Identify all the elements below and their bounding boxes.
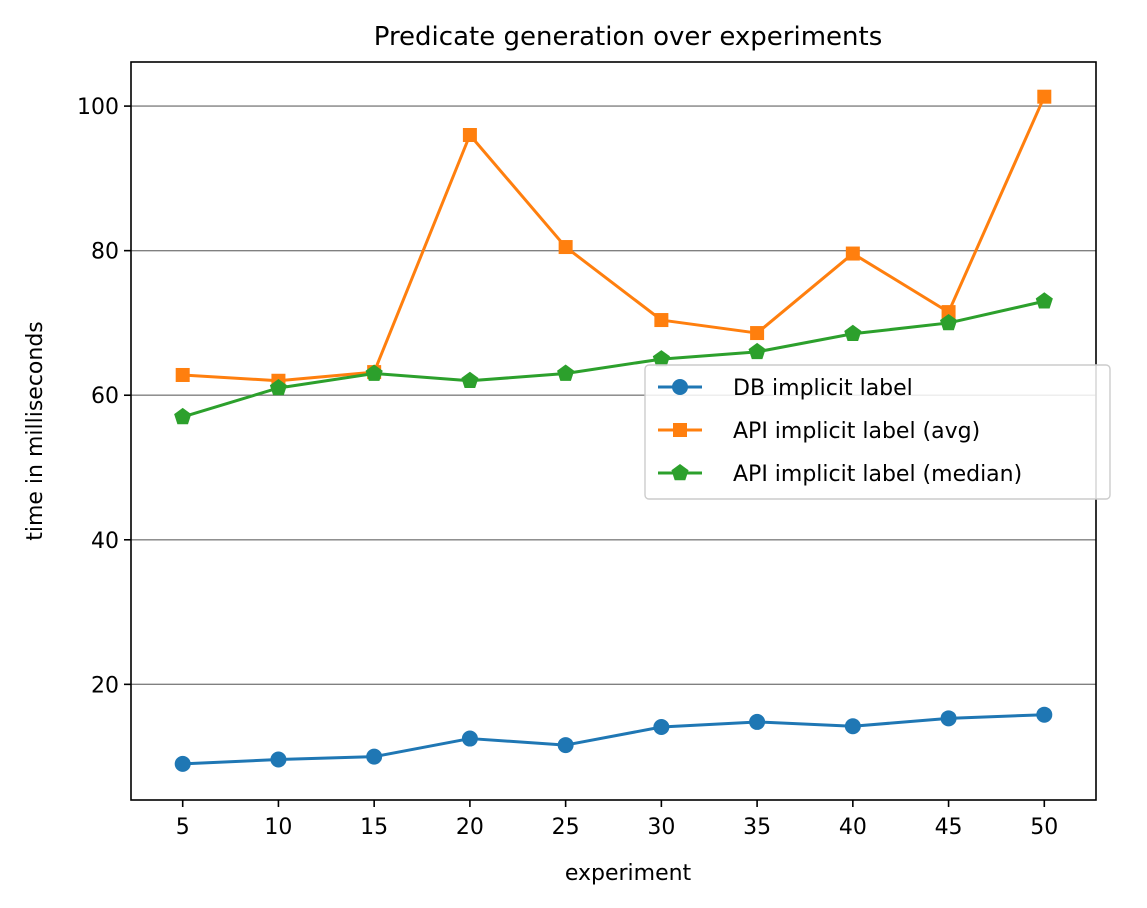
series-layer xyxy=(174,89,1053,772)
legend-label: API implicit label (median) xyxy=(733,462,1022,487)
x-tick-label: 15 xyxy=(360,815,388,840)
legend-marker xyxy=(672,379,688,395)
y-tick-label: 100 xyxy=(77,95,119,120)
data-point xyxy=(461,371,479,389)
data-point xyxy=(844,718,861,735)
data-point xyxy=(462,128,477,143)
series-line xyxy=(182,299,1045,419)
x-tick-label: 40 xyxy=(839,815,867,840)
x-tick-label: 5 xyxy=(176,815,190,840)
legend-label: API implicit label (avg) xyxy=(733,419,980,444)
legend-label: DB implicit label xyxy=(733,376,913,401)
x-tick-label: 10 xyxy=(264,815,292,840)
data-point xyxy=(1036,706,1053,723)
data-point xyxy=(654,313,669,328)
series-1 xyxy=(174,706,1053,772)
data-point xyxy=(748,342,766,360)
x-tick-label: 45 xyxy=(935,815,963,840)
data-point xyxy=(174,755,191,772)
data-point xyxy=(940,710,957,727)
data-point xyxy=(652,350,670,367)
legend-entry: API implicit label (avg) xyxy=(658,419,980,444)
legend-marker xyxy=(671,464,689,481)
data-point xyxy=(844,324,862,342)
data-point xyxy=(845,246,860,261)
data-point xyxy=(365,364,383,381)
y-axis-title: time in milliseconds xyxy=(23,321,48,541)
data-point xyxy=(174,407,192,425)
axis-ticks: 20 40 60 80 100 5 10 15 20 25 30 35 40 45 50 xyxy=(77,95,1058,840)
data-point xyxy=(557,364,575,381)
y-tick-label: 60 xyxy=(91,384,119,409)
chart-title: Predicate generation over experiments xyxy=(374,22,883,52)
series-3 xyxy=(174,292,1053,425)
legend-entry: DB implicit label xyxy=(658,376,913,401)
x-tick-label: 30 xyxy=(647,815,675,840)
data-point xyxy=(175,367,190,382)
legend-box xyxy=(644,364,1111,500)
data-point xyxy=(366,748,383,765)
data-point xyxy=(941,305,956,320)
y-tick-label: 40 xyxy=(91,529,119,554)
data-point xyxy=(940,313,958,331)
data-point xyxy=(1035,292,1053,309)
data-point xyxy=(1037,89,1052,104)
data-point xyxy=(557,737,574,754)
x-tick-label: 20 xyxy=(456,815,484,840)
data-point xyxy=(461,730,478,747)
x-tick-label: 50 xyxy=(1030,815,1058,840)
y-tick-label: 80 xyxy=(91,240,119,265)
series-line xyxy=(182,713,1045,766)
data-point xyxy=(270,751,287,768)
data-point xyxy=(558,240,573,255)
x-tick-label: 25 xyxy=(552,815,580,840)
legend-entry: API implicit label (median) xyxy=(658,462,1022,487)
data-point xyxy=(269,378,287,396)
legend: DB implicit label API implicit label (avg… xyxy=(644,364,1111,500)
y-tick-label: 20 xyxy=(91,673,119,698)
x-tick-label: 35 xyxy=(743,815,771,840)
data-point xyxy=(749,713,766,730)
x-axis-title: experiment xyxy=(565,861,692,886)
legend-marker xyxy=(673,423,687,437)
data-point xyxy=(750,326,765,341)
data-point xyxy=(653,718,670,735)
series-line xyxy=(182,96,1046,383)
